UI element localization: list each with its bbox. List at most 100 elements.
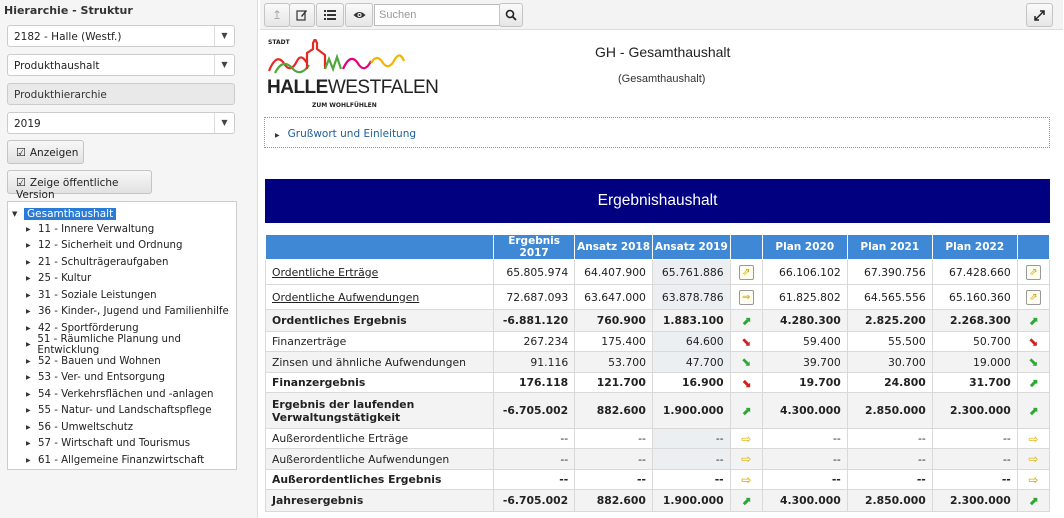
value-cell: 64.407.900: [574, 259, 653, 285]
table-row: Außerordentliche Erträge -- -- -- ⇨ -- -- -- ⇨: [264, 428, 1051, 449]
intro-section-toggle[interactable]: ▶ Grußwort und Einleitung: [264, 117, 1050, 148]
tree-item-label[interactable]: 21 - Schulträgeraufgaben: [38, 256, 169, 268]
tree-item[interactable]: ▶ 51 - Räumliche Planung und Entwicklung: [26, 333, 236, 356]
tree-item-label[interactable]: 55 - Natur- und Landschaftspflege: [38, 405, 212, 417]
view-button[interactable]: [345, 3, 373, 27]
caret-right-icon[interactable]: ▶: [26, 324, 31, 332]
tree-item[interactable]: ▶ 56 - Umweltschutz: [26, 419, 236, 436]
caret-right-icon[interactable]: ▶: [26, 456, 31, 464]
logo-wordmark: HALLEWESTFALEN: [267, 77, 439, 99]
trend-button-icon[interactable]: ⇗: [1025, 289, 1041, 305]
row-label: Finanzergebnis: [264, 372, 495, 393]
tree-item[interactable]: ▶ 11 - Innere Verwaltung: [26, 221, 236, 238]
tree-item-label[interactable]: 12 - Sicherheit und Ordnung: [38, 240, 183, 252]
tree-item-label[interactable]: 54 - Verkehrsflächen und -anlagen: [38, 388, 214, 400]
row-label[interactable]: Ordentliche Aufwendungen: [264, 284, 495, 310]
table-row: Finanzerträge 267.234 175.400 64.600 ⬊ 59.400…: [264, 331, 1051, 352]
row-label[interactable]: Ordentliche Erträge: [264, 259, 495, 285]
plan-cell: 39.700: [761, 351, 848, 373]
hierarchy-value: Produkthierarchie: [14, 89, 107, 101]
value-cell: --: [651, 469, 731, 490]
chevron-down-icon: ▼: [214, 55, 234, 75]
fullscreen-button[interactable]: [1026, 3, 1053, 27]
caret-right-icon[interactable]: ▶: [26, 374, 31, 382]
value-cell: 63.878.786: [651, 284, 731, 310]
table-row: Ordentliches Ergebnis -6.881.120 760.900 1.…: [264, 309, 1051, 332]
tree-item-label[interactable]: 31 - Soziale Leistungen: [38, 289, 157, 301]
column-header: Plan 2022: [931, 234, 1018, 260]
tree-item-label[interactable]: 61 - Allgemeine Finanzwirtschaft: [38, 454, 205, 466]
tree-root-label[interactable]: Gesamthaushalt: [24, 207, 117, 220]
tree-item-label[interactable]: 52 - Bauen und Wohnen: [38, 355, 161, 367]
page-subtitle: (Gesamthaushalt): [618, 73, 706, 85]
caret-right-icon[interactable]: ▶: [26, 308, 31, 316]
show-button[interactable]: ☑ Anzeigen: [7, 140, 84, 164]
trend-button-icon[interactable]: ⇗: [738, 264, 754, 280]
table-row: Außerordentliche Aufwendungen -- -- -- ⇨ -- --…: [264, 448, 1051, 470]
tree-item[interactable]: ▶ 36 - Kinder-, Jugend und Familienhilfe: [26, 304, 236, 321]
row-label: Jahresergebnis: [264, 489, 495, 512]
tree-item-label[interactable]: 51 - Räumliche Planung und Entwicklung: [37, 333, 181, 356]
tree-item-label[interactable]: 25 - Kultur: [38, 273, 92, 285]
caret-right-icon[interactable]: ▶: [26, 423, 31, 431]
plan-cell: 31.700: [931, 372, 1018, 393]
trend-cell: ⇨: [1016, 469, 1051, 490]
page-title: GH - Gesamthaushalt: [595, 44, 731, 60]
year-select[interactable]: 2019 ▼: [7, 112, 235, 134]
tree-item[interactable]: ▶ 52 - Bauen und Wohnen: [26, 353, 236, 370]
budget-type-select[interactable]: Produkthaushalt ▼: [7, 54, 235, 76]
up-arrow-button[interactable]: ↥: [264, 3, 290, 27]
checkbox-icon: ☑: [16, 176, 26, 189]
caret-right-icon[interactable]: ▶: [26, 258, 31, 266]
table-row: Finanzergebnis 176.118 121.700 16.900 ⬊ 19.70…: [264, 372, 1051, 393]
tree-item[interactable]: ▶ 31 - Soziale Leistungen: [26, 287, 236, 304]
tree-item-label[interactable]: 53 - Ver- und Entsorgung: [38, 372, 165, 384]
caret-right-icon[interactable]: ▶: [26, 440, 31, 448]
tree-item-label[interactable]: 36 - Kinder-, Jugend und Familienhilfe: [38, 306, 229, 318]
column-header: Ansatz 2018: [574, 234, 653, 260]
tree-item[interactable]: ▶ 42 - Sportförderung: [26, 320, 236, 337]
search-input[interactable]: Suchen: [374, 4, 500, 26]
caret-right-icon[interactable]: ▶: [26, 242, 31, 250]
plan-cell: --: [931, 428, 1018, 449]
caret-right-icon[interactable]: ▶: [26, 341, 31, 349]
plan-cell: 50.700: [931, 331, 1018, 352]
tree-item[interactable]: ▶ 53 - Ver- und Entsorgung: [26, 370, 236, 387]
trend-button-icon[interactable]: ⇒: [738, 289, 754, 305]
trend-button-icon[interactable]: ⇗: [1025, 264, 1041, 280]
tree-root[interactable]: ▼ Gesamthaushalt: [12, 206, 236, 221]
logo-skyline-icon: [267, 39, 405, 74]
public-version-button[interactable]: ☑ Zeige öffentliche Version: [7, 170, 152, 201]
tree-item[interactable]: ▶ 54 - Verkehrsflächen und -anlagen: [26, 386, 236, 403]
search-button[interactable]: [499, 3, 523, 27]
tree-item[interactable]: ▶ 21 - Schulträgeraufgaben: [26, 254, 236, 271]
caret-right-icon[interactable]: ▶: [26, 291, 31, 299]
trend-cell: ⇨: [1016, 428, 1051, 449]
list-button[interactable]: [316, 3, 344, 27]
caret-right-icon[interactable]: ▶: [26, 357, 31, 365]
tree-item[interactable]: ▶ 57 - Wirtschaft und Tourismus: [26, 436, 236, 453]
municipality-select[interactable]: 2182 - Halle (Westf.) ▼: [7, 25, 235, 47]
tree-item[interactable]: ▶ 12 - Sicherheit und Ordnung: [26, 238, 236, 255]
tree-item-label[interactable]: 42 - Sportförderung: [38, 322, 139, 334]
tree-item[interactable]: ▶ 25 - Kultur: [26, 271, 236, 288]
caret-right-icon[interactable]: ▶: [26, 225, 31, 233]
caret-right-icon[interactable]: ▶: [26, 390, 31, 398]
column-header: [264, 234, 495, 260]
caret-right-icon: ▶: [275, 132, 280, 139]
tree-item-label[interactable]: 56 - Umweltschutz: [38, 421, 134, 433]
tree-item-label[interactable]: 57 - Wirtschaft und Tourismus: [38, 438, 191, 450]
municipality-value: 2182 - Halle (Westf.): [14, 31, 122, 43]
caret-down-icon[interactable]: ▼: [12, 209, 18, 218]
plan-cell: --: [931, 469, 1018, 490]
caret-right-icon[interactable]: ▶: [26, 407, 31, 415]
budget-type-value: Produkthaushalt: [14, 60, 100, 72]
tree-item-label[interactable]: 11 - Innere Verwaltung: [38, 223, 155, 235]
plan-cell: 4.300.000: [761, 392, 848, 429]
arrow-up-right-icon: ⬈: [1028, 313, 1039, 328]
edit-button[interactable]: [289, 3, 315, 27]
column-header: Ansatz 2019: [651, 234, 731, 260]
caret-right-icon[interactable]: ▶: [26, 275, 31, 283]
tree-item[interactable]: ▶ 55 - Natur- und Landschaftspflege: [26, 403, 236, 420]
tree-item[interactable]: ▶ 61 - Allgemeine Finanzwirtschaft: [26, 452, 236, 469]
